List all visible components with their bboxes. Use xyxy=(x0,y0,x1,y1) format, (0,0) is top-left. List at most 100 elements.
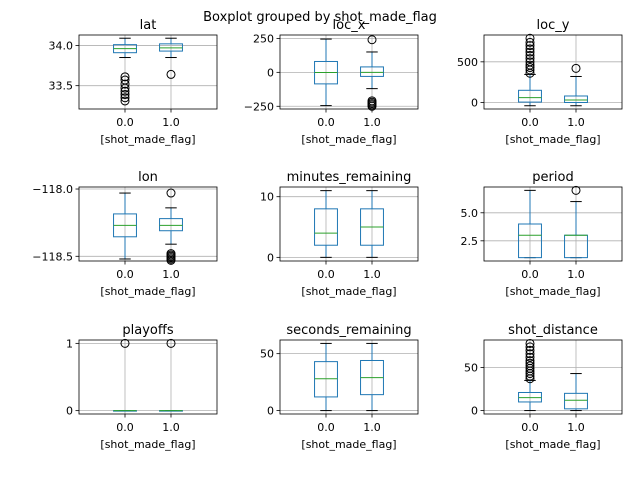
panel-title: loc_y xyxy=(537,18,570,33)
outlier-point xyxy=(166,338,176,348)
y-tick-label: 34.0 xyxy=(49,39,74,52)
outlier-point xyxy=(166,249,176,259)
outlier-point xyxy=(525,44,535,54)
iqr-box xyxy=(314,361,338,398)
iqr-box xyxy=(518,89,542,103)
outlier-point xyxy=(166,69,176,79)
box-0.0 xyxy=(113,192,137,260)
outlier-point xyxy=(525,63,535,73)
x-tick-label: 0.0 xyxy=(116,116,134,129)
box-0.0 xyxy=(314,342,338,412)
y-tick-label: 5.0 xyxy=(461,207,479,220)
outlier-point xyxy=(525,50,535,60)
y-tick-label: −118.5 xyxy=(32,250,73,263)
outlier-point xyxy=(120,72,130,82)
x-tick-label: 1.0 xyxy=(162,268,180,281)
outlier-point xyxy=(525,349,535,359)
y-tick-label: 0 xyxy=(66,405,73,418)
x-tick-label: 0.0 xyxy=(521,421,539,434)
box-1.0 xyxy=(564,63,588,107)
box-0.0 xyxy=(113,338,137,412)
x-tick-label: 1.0 xyxy=(363,421,381,434)
panel-title: loc_x xyxy=(333,18,366,33)
iqr-box xyxy=(564,95,588,103)
box-0.0 xyxy=(518,33,542,107)
panel-title: period xyxy=(532,170,573,185)
panel-title: seconds_remaining xyxy=(286,323,411,338)
axes-frame xyxy=(483,186,623,262)
x-tick-label: 1.0 xyxy=(567,421,585,434)
iqr-box xyxy=(360,66,384,77)
outlier-point xyxy=(525,60,535,70)
x-axis-label: [shot_made_flag] xyxy=(505,438,600,451)
panel-title: playoffs xyxy=(122,323,173,338)
iqr-box xyxy=(159,218,183,232)
panel-lat: 33.5 34.0 0.0 1.0 [shot_made_flag] lat xyxy=(49,18,218,146)
x-axis-label: [shot_made_flag] xyxy=(505,133,600,146)
box-0.0 xyxy=(314,38,338,107)
panel-period: 2.5 5.0 0.0 1.0 [shot_made_flag] period xyxy=(461,170,623,298)
axes-frame xyxy=(483,339,623,415)
outlier-point xyxy=(571,185,581,195)
x-axis-label: [shot_made_flag] xyxy=(301,285,396,298)
x-tick-label: 1.0 xyxy=(363,268,381,281)
panel-lon: −118.5 −118.0 0.0 1.0 [shot_made_flag] lon xyxy=(32,170,218,298)
y-tick-label: 33.5 xyxy=(49,80,74,93)
outlier-point xyxy=(120,75,130,85)
outlier-point xyxy=(525,37,535,47)
x-tick-label: 0.0 xyxy=(317,421,335,434)
axes-frame xyxy=(279,186,419,262)
y-tick-label: 0 xyxy=(471,96,478,109)
outlier-point xyxy=(525,358,535,368)
x-axis-label: [shot_made_flag] xyxy=(301,438,396,451)
y-tick-label: −118.0 xyxy=(32,183,73,196)
outlier-point xyxy=(120,79,130,89)
x-axis-label: [shot_made_flag] xyxy=(100,133,195,146)
outlier-point xyxy=(525,57,535,67)
outlier-point xyxy=(525,352,535,362)
panel-title: minutes_remaining xyxy=(287,170,412,185)
outlier-point xyxy=(525,345,535,355)
outlier-point xyxy=(525,338,535,348)
box-0.0 xyxy=(113,37,137,106)
panel-title: shot_distance xyxy=(508,323,598,338)
axes-frame xyxy=(78,339,218,415)
box-1.0 xyxy=(159,338,183,412)
outlier-point xyxy=(367,96,377,106)
y-tick-label: 10 xyxy=(260,191,274,204)
box-0.0 xyxy=(518,189,542,259)
axes-frame xyxy=(78,186,218,262)
axes-frame xyxy=(279,339,419,415)
box-1.0 xyxy=(360,190,384,258)
outlier-point xyxy=(120,93,130,103)
x-tick-label: 1.0 xyxy=(162,116,180,129)
outlier-point xyxy=(525,41,535,51)
panel-title: lat xyxy=(140,18,157,33)
outlier-point xyxy=(120,90,130,100)
box-1.0 xyxy=(360,342,384,412)
outlier-point xyxy=(166,188,176,198)
y-tick-label: 500 xyxy=(457,56,478,69)
y-tick-label: 2.5 xyxy=(461,235,479,248)
iqr-box xyxy=(314,208,338,246)
panel-loc-y: 0 500 0.0 1.0 [shot_made_flag] loc_y xyxy=(457,18,623,146)
x-tick-label: 0.0 xyxy=(521,268,539,281)
x-tick-label: 1.0 xyxy=(567,268,585,281)
outlier-point xyxy=(525,47,535,57)
outlier-point xyxy=(525,342,535,352)
box-1.0 xyxy=(360,35,384,111)
outlier-point xyxy=(120,96,130,106)
panel-loc-x: −250 0 250 0.0 1.0 [shot_made_flag] loc_x xyxy=(244,18,419,146)
panel-seconds-remaining: 0 50 0.0 1.0 [shot_made_flag] seconds_remaini… xyxy=(260,323,419,451)
x-tick-label: 0.0 xyxy=(317,116,335,129)
panel-shot-distance: 0 50 0.0 1.0 [shot_made_flag] shot_distance xyxy=(464,323,623,451)
x-axis-label: [shot_made_flag] xyxy=(301,133,396,146)
y-tick-label: −250 xyxy=(244,100,274,113)
outlier-point xyxy=(525,33,535,43)
box-0.0 xyxy=(518,338,542,412)
axes-frame xyxy=(78,34,218,110)
outlier-point xyxy=(525,54,535,64)
y-tick-label: 0 xyxy=(267,405,274,418)
x-axis-label: [shot_made_flag] xyxy=(100,285,195,298)
x-tick-label: 1.0 xyxy=(162,421,180,434)
